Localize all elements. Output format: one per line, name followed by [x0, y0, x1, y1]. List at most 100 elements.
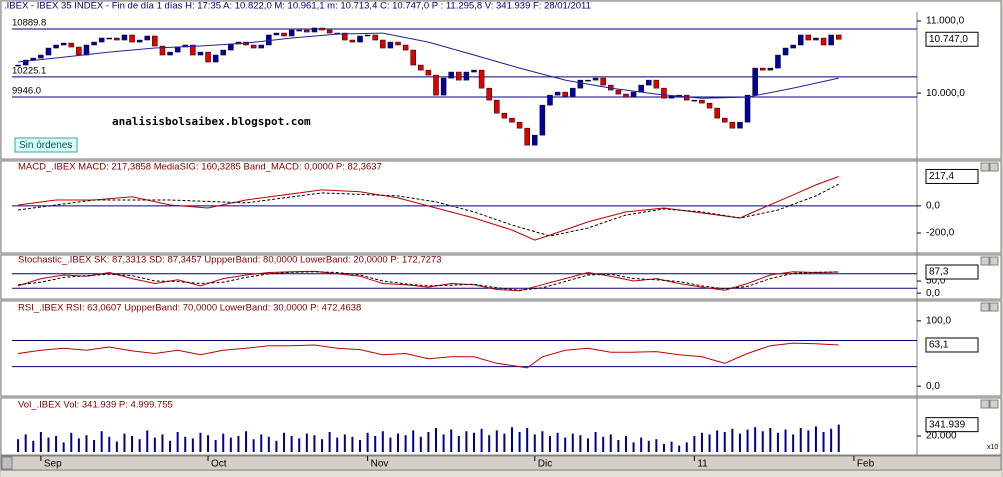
volume-bar [807, 430, 810, 452]
volume-bar [746, 429, 749, 452]
volume-bar [624, 436, 627, 452]
tab-bar [1, 471, 1001, 477]
volume-bar [769, 428, 772, 452]
candle [106, 37, 113, 40]
x-tick-label: 11 [697, 459, 708, 470]
volume-bar [708, 434, 711, 452]
volume-bar [305, 433, 308, 452]
candle [53, 44, 59, 49]
x-tick-label: Feb [857, 459, 875, 470]
candle [630, 91, 637, 98]
volume-bar [435, 428, 438, 452]
candle [433, 74, 439, 96]
candle [600, 77, 606, 86]
orders-button[interactable]: Sin órdenes [19, 140, 72, 151]
volume-bar [47, 437, 50, 452]
close-button[interactable] [989, 399, 999, 409]
volume-bar [290, 436, 293, 452]
volume-bar [298, 438, 301, 452]
candle [250, 44, 257, 49]
orders-button-box[interactable] [14, 137, 78, 153]
volume-bar [328, 432, 331, 452]
series-line [17, 270, 839, 292]
volume-bar [77, 438, 80, 452]
volume-bar [503, 433, 506, 452]
candle [494, 99, 500, 114]
band-label: 9946.0 [12, 86, 41, 97]
candle [615, 89, 622, 95]
series-line [18, 342, 839, 369]
volume-bar [85, 435, 88, 452]
volume-bar [457, 436, 460, 452]
volume-bar [275, 440, 278, 452]
volume-bar [343, 434, 346, 452]
scroll-left[interactable] [1, 456, 13, 470]
volume-bar [716, 430, 719, 452]
candle [144, 35, 151, 41]
candle [471, 69, 477, 73]
candle [136, 39, 143, 43]
panel-title: RSI_.IBEX RSI: 63,0607 UppperBand: 70,00… [18, 303, 361, 314]
candle [448, 71, 454, 79]
candle [304, 29, 310, 33]
volume-bar [108, 436, 111, 452]
candle [114, 37, 120, 41]
candle [38, 54, 44, 59]
close-button[interactable] [989, 302, 999, 312]
candle [752, 67, 758, 96]
candle [190, 44, 196, 56]
rsi-panel [0, 300, 1002, 397]
volume-bar [374, 436, 377, 452]
candle [684, 94, 690, 101]
candle [364, 34, 371, 37]
candle [22, 59, 29, 66]
candle [638, 84, 644, 93]
candle [212, 54, 219, 63]
last-value-box [925, 168, 979, 184]
volume-bar [731, 428, 734, 452]
candle [775, 54, 781, 69]
candle [220, 49, 226, 56]
volume-panel [0, 397, 1002, 456]
volume-bar [70, 432, 73, 452]
minimize-button[interactable] [980, 256, 990, 266]
last-value-box [925, 337, 979, 353]
price-panel [0, 0, 1002, 160]
close-button[interactable] [989, 256, 999, 266]
candle [342, 32, 348, 41]
close-button[interactable] [989, 162, 999, 172]
candle [722, 117, 728, 123]
panel-title: Stochastic_.IBEX SK: 87,3313 SD: 87,3457… [18, 255, 442, 266]
last-value-box [925, 264, 979, 280]
stochastic-panel [0, 254, 1002, 300]
volume-bar [548, 436, 551, 452]
candle [478, 69, 485, 89]
candle [326, 29, 333, 34]
volume-bar [381, 431, 384, 452]
volume-bar [602, 436, 605, 452]
volume-bar [678, 445, 681, 452]
minimize-button[interactable] [980, 399, 990, 409]
candle [744, 94, 751, 123]
candle [205, 51, 211, 63]
candle [228, 43, 234, 51]
last-value-label: 217,4 [929, 171, 954, 182]
candle [547, 94, 553, 106]
minimize-button[interactable] [980, 302, 990, 312]
volume-bar [184, 436, 187, 452]
candle [296, 29, 302, 32]
volume-bar [313, 435, 316, 452]
candle [273, 32, 280, 36]
volume-bar [799, 428, 802, 452]
watermark: analisisbolsaibex.blogspot.com [112, 115, 311, 128]
minimize-button[interactable] [980, 162, 990, 172]
volume-bar [830, 428, 833, 452]
volume-bar [480, 428, 483, 452]
candle [805, 34, 812, 41]
volume-bar [526, 428, 529, 452]
candle [577, 79, 584, 89]
candle [759, 67, 766, 71]
volume-bar [39, 432, 42, 452]
candle [60, 42, 67, 46]
